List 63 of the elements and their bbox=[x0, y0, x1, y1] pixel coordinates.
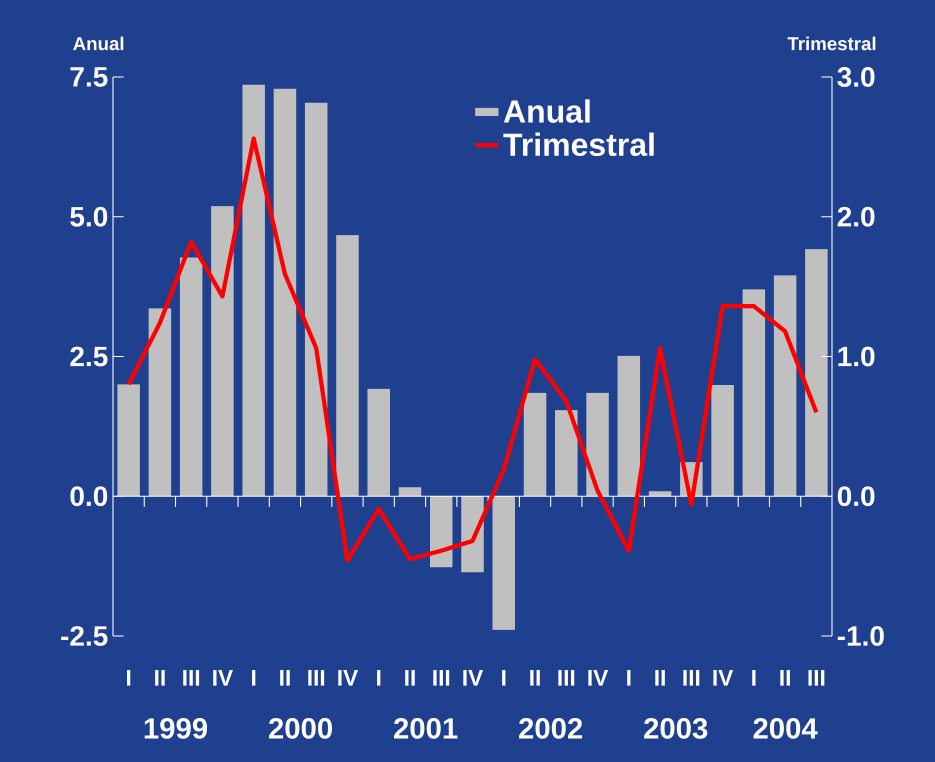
y-tick-label: 2.5 bbox=[70, 346, 108, 366]
y-tick-label: 0.0 bbox=[70, 486, 108, 506]
bar bbox=[304, 102, 328, 496]
x-tick-label: III bbox=[683, 670, 700, 686]
bar bbox=[274, 88, 296, 496]
y-tick-label: -2.5 bbox=[61, 626, 108, 646]
y-axis-title: Anual bbox=[73, 36, 124, 50]
x-tick-label: IV bbox=[463, 670, 484, 686]
y2-tick-label: 1.0 bbox=[838, 346, 874, 366]
bar bbox=[211, 206, 234, 496]
bar bbox=[555, 410, 578, 496]
bar bbox=[742, 289, 766, 496]
x-tick-label: I bbox=[502, 670, 506, 686]
y2-tick-label: -1.0 bbox=[838, 626, 884, 646]
x-tick-label: III bbox=[183, 670, 200, 686]
x-tick-label: III bbox=[308, 670, 324, 686]
legend-label: Anual bbox=[504, 99, 590, 123]
bar bbox=[774, 275, 796, 496]
x-tick-label: III bbox=[433, 670, 450, 686]
bar bbox=[492, 496, 516, 630]
text: 2001 bbox=[394, 718, 458, 739]
x-tick-label: I bbox=[752, 670, 756, 686]
x-tick-label: III bbox=[558, 670, 574, 686]
y-tick-label: 7.5 bbox=[70, 67, 108, 87]
x-tick-label: I bbox=[127, 670, 130, 686]
y-tick-label: 5.0 bbox=[70, 206, 108, 227]
bar bbox=[430, 496, 452, 568]
x-tick-label: III bbox=[808, 670, 824, 686]
legend-label: Trimestral bbox=[503, 132, 654, 156]
bar bbox=[180, 258, 202, 496]
y2-tick-label: 3.0 bbox=[837, 67, 874, 87]
bar bbox=[524, 392, 546, 496]
y2-axis-title: Trimestral bbox=[788, 36, 876, 50]
x-tick-label: IV bbox=[338, 670, 358, 686]
bar bbox=[242, 84, 265, 496]
bar bbox=[336, 235, 359, 496]
x-tick-label: II bbox=[530, 670, 540, 686]
x-tick-label: IV bbox=[213, 670, 233, 686]
text: 1999 bbox=[144, 718, 208, 739]
x-tick-label: I bbox=[377, 670, 380, 686]
text: 2002 bbox=[519, 718, 582, 739]
y2-tick-label: 2.0 bbox=[838, 206, 874, 227]
bar bbox=[461, 496, 484, 572]
x-tick-label: I bbox=[627, 670, 630, 686]
y2-tick-label: 0.0 bbox=[838, 486, 874, 506]
bar bbox=[711, 384, 734, 496]
bar bbox=[367, 388, 390, 496]
x-tick-label: II bbox=[155, 670, 165, 686]
bar bbox=[805, 249, 828, 496]
bar bbox=[586, 392, 609, 496]
x-tick-label: II bbox=[405, 670, 415, 686]
text: 2003 bbox=[644, 718, 708, 739]
bar bbox=[618, 356, 640, 496]
x-tick-label: II bbox=[655, 670, 665, 686]
text: 2000 bbox=[268, 718, 332, 739]
bar bbox=[148, 308, 172, 496]
x-tick-label: I bbox=[252, 670, 256, 686]
bar bbox=[117, 384, 140, 496]
x-tick-label: II bbox=[780, 670, 790, 686]
x-tick-label: IV bbox=[713, 670, 734, 686]
x-tick-label: IV bbox=[588, 670, 608, 686]
text: 2004 bbox=[754, 718, 818, 739]
x-tick-label: II bbox=[280, 670, 290, 686]
